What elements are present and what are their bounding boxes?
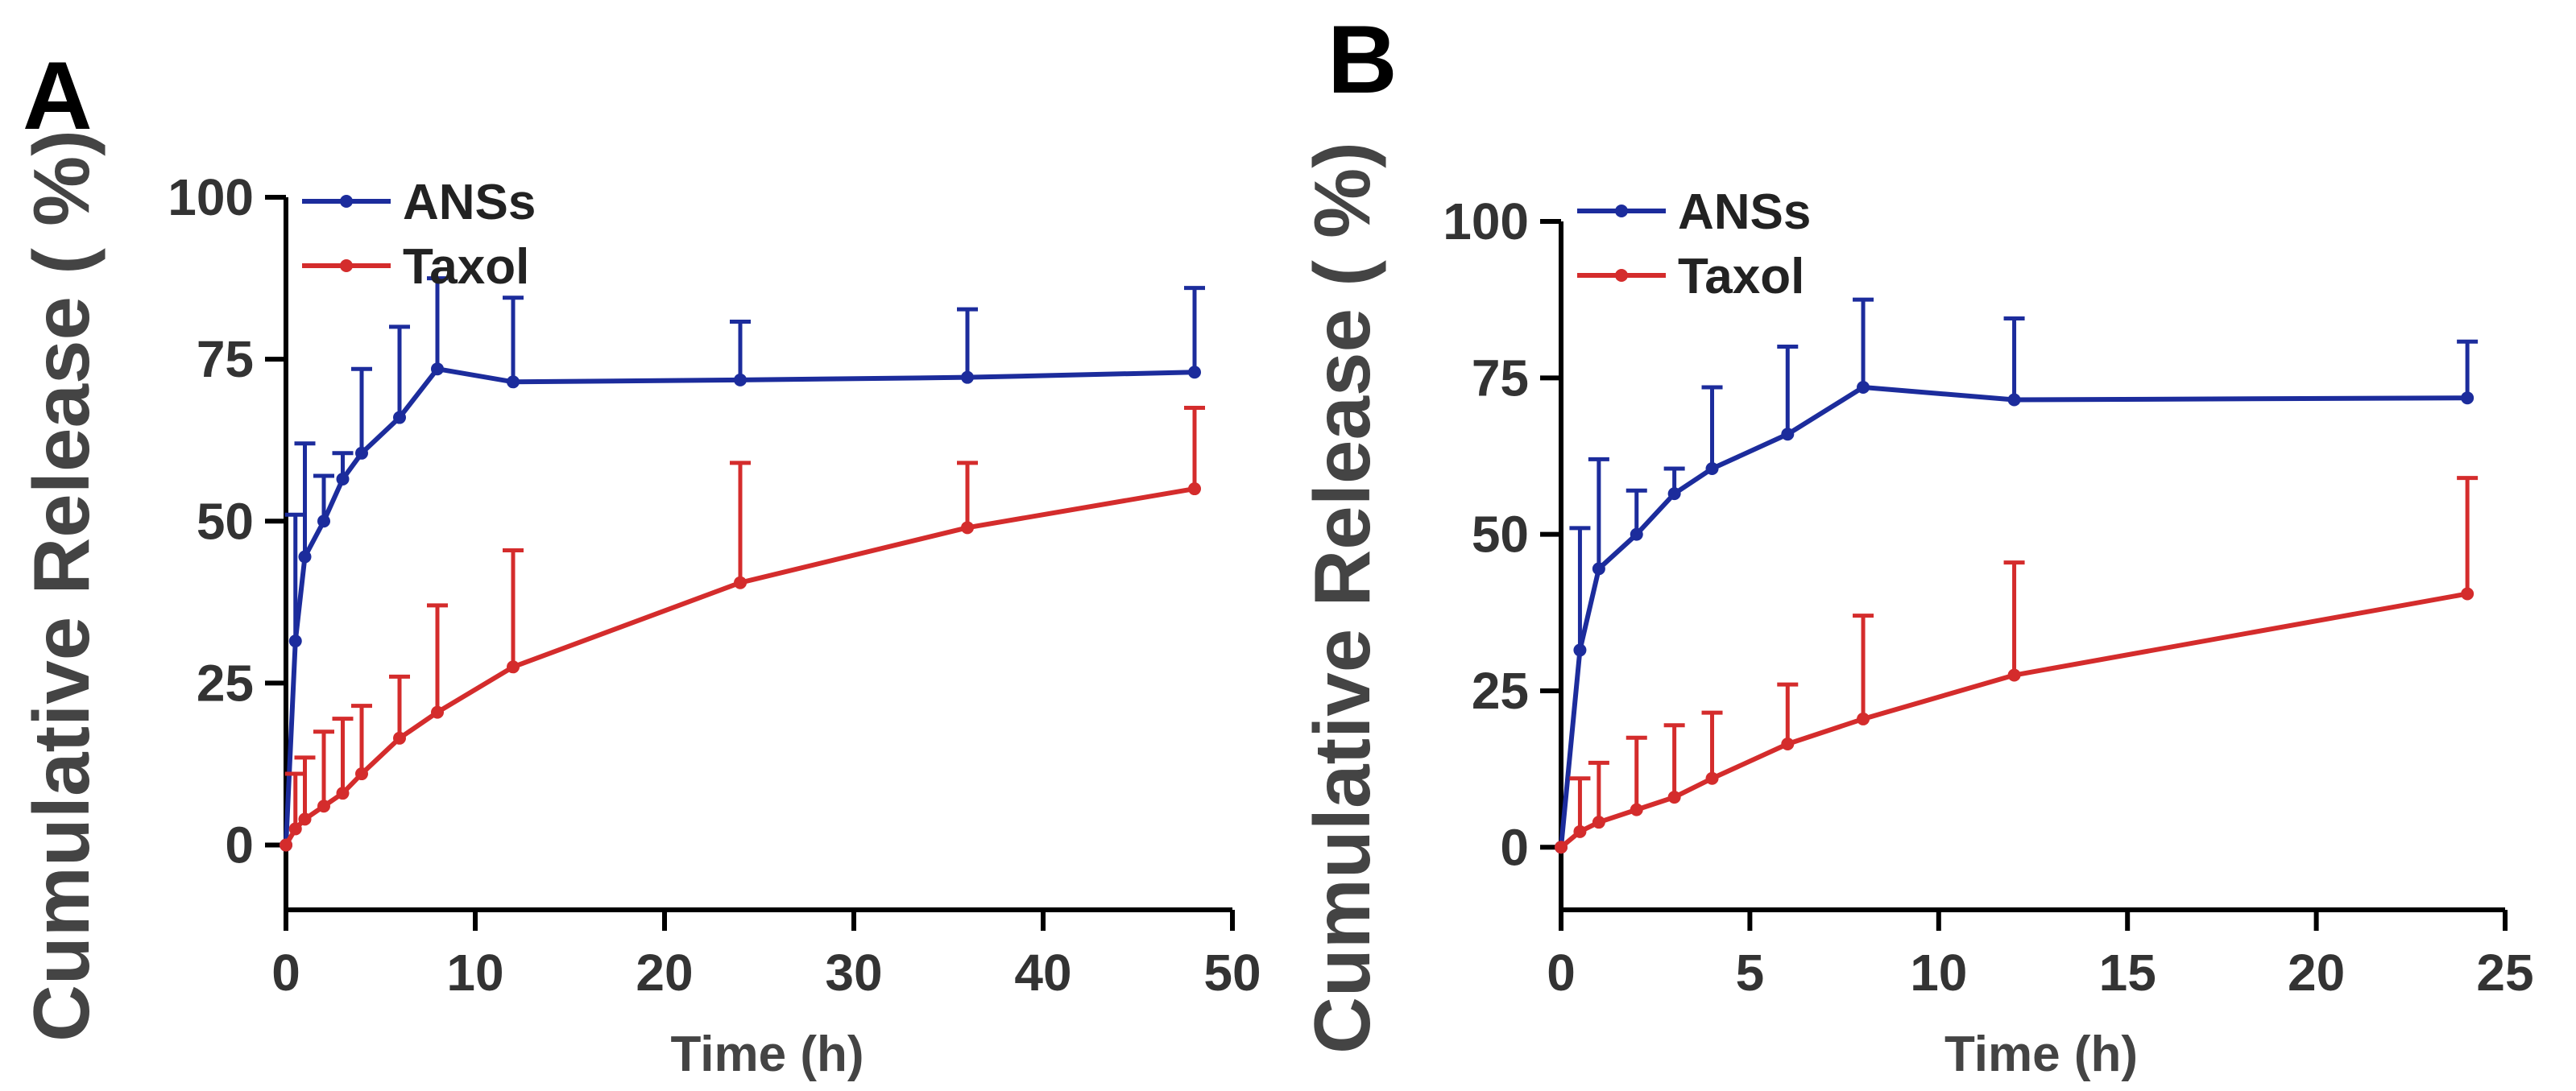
data-point [507,375,520,389]
data-point [1188,482,1201,496]
series-line [284,366,1195,845]
data-point [298,550,312,564]
chart-panel-a: A 0 25 50 75 100 0 10 20 30 40 50 Time (h) Cumulative… [17,42,1261,1082]
data-point [1630,803,1643,816]
series-taxol [1555,476,2479,854]
data-point [1555,841,1568,854]
x-axis-title: Time (h) [671,1027,864,1082]
y-tick-label: 50 [197,492,254,550]
data-point [2461,391,2475,405]
data-point [288,822,302,836]
y-tick-label: 100 [1443,192,1529,250]
data-point [2461,587,2475,601]
data-point [961,370,974,384]
y-tick-label: 75 [1472,349,1529,407]
x-tick-label: 0 [271,944,300,1002]
legend-label: ANSs [1678,184,1811,240]
data-point [1573,643,1587,657]
x-tick-label: 25 [2476,944,2533,1002]
legend-label: Taxol [403,239,529,295]
data-point [431,362,444,376]
data-point [961,521,974,535]
legend-label: ANSs [403,175,536,230]
x-axis-title: Time (h) [1944,1027,2138,1082]
data-point [1857,380,1870,394]
data-point [317,515,330,528]
data-point [393,731,406,745]
x-tick-label: 15 [2099,944,2156,1002]
data-point [355,767,368,781]
data-point [734,373,747,386]
data-point [2007,393,2021,407]
x-tick-label: 20 [636,944,693,1002]
y-tick-label: 25 [1472,662,1529,720]
x-tick-label: 40 [1014,944,1071,1002]
data-point [336,787,350,800]
data-point [431,705,444,719]
data-point [1592,816,1605,829]
y-tick-label: 0 [1500,818,1529,876]
y-axis-title: Cumulative Release ( %) [17,130,106,1042]
data-point [1781,428,1795,441]
x-tick-label: 10 [446,944,503,1002]
chart-panel-b: B 0 25 50 75 100 0 5 10 15 20 25 Time (h) Cumulative … [1298,6,2534,1082]
legend-marker [340,259,353,272]
y-tick-label: 75 [197,330,254,388]
data-point [336,472,350,486]
data-point [1781,738,1795,751]
y-tick-label: 0 [225,816,254,874]
legend-label: Taxol [1678,249,1804,304]
data-point [1188,366,1201,379]
legend: ANSs Taxol [302,175,536,295]
y-tick-label: 100 [168,168,254,226]
panel-label: A [23,42,93,150]
series-line [1559,591,2468,849]
panel-label: B [1327,6,1398,114]
x-tick-label: 50 [1203,944,1261,1002]
y-tick-label: 50 [1472,506,1529,564]
data-point [2007,668,2021,682]
data-point [1573,824,1587,838]
data-point [1857,712,1870,725]
legend-marker [340,195,353,208]
x-tick-label: 0 [1547,944,1576,1002]
x-tick-label: 30 [825,944,882,1002]
data-point [734,576,747,589]
series-taxol [280,405,1205,852]
x-tick-label: 5 [1736,944,1765,1002]
y-axis-title: Cumulative Release ( %) [1298,142,1386,1054]
data-point [393,411,406,424]
data-point [1630,527,1643,541]
series-line [1559,384,2468,848]
data-point [280,838,292,852]
data-point [1705,462,1719,476]
data-point [317,800,330,813]
data-point [298,812,312,826]
data-point [355,446,368,460]
data-point [1705,771,1719,785]
x-tick-label: 10 [1910,944,1967,1002]
data-point [1667,791,1681,804]
x-tick-label: 20 [2288,944,2345,1002]
data-point [1667,487,1681,501]
series-anss [280,276,1205,852]
legend-marker [1615,269,1628,282]
legend: ANSs Taxol [1577,184,1811,304]
legend-marker [1615,205,1628,217]
series-anss [1555,297,2479,854]
data-point [507,660,520,674]
y-tick-label: 25 [197,654,254,712]
data-point [288,634,302,648]
data-point [1592,562,1605,576]
